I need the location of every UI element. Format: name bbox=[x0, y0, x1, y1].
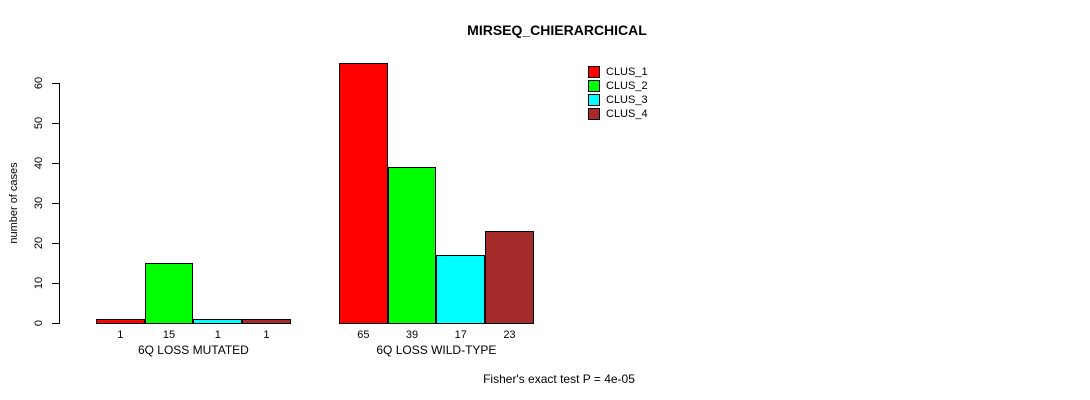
legend-item-clus_3: CLUS_3 bbox=[588, 93, 648, 107]
bar-clus_2 bbox=[144, 263, 194, 324]
y-tick bbox=[52, 203, 59, 204]
y-tick bbox=[52, 163, 59, 164]
y-tick-label: 30 bbox=[33, 196, 45, 210]
bar-clus_1 bbox=[339, 63, 388, 324]
category-label: 6Q LOSS MUTATED bbox=[137, 343, 249, 357]
bar-clus_4 bbox=[242, 319, 291, 324]
y-tick bbox=[52, 83, 59, 84]
y-tick-label: 50 bbox=[33, 116, 45, 130]
legend-label: CLUS_2 bbox=[606, 80, 648, 92]
bar-value-label: 39 bbox=[405, 329, 419, 341]
bar-value-label: 1 bbox=[214, 329, 221, 341]
bar-value-label: 17 bbox=[454, 329, 467, 341]
legend-item-clus_4: CLUS_4 bbox=[588, 107, 648, 121]
legend-label: CLUS_4 bbox=[606, 108, 648, 120]
legend-item-clus_1: CLUS_1 bbox=[588, 65, 648, 79]
bar-clus_4 bbox=[485, 231, 534, 324]
bar-clus_3 bbox=[193, 319, 243, 324]
bar-value-label: 1 bbox=[263, 329, 270, 341]
y-axis-label: number of cases bbox=[8, 162, 20, 244]
legend-swatch-icon bbox=[588, 94, 600, 106]
y-tick bbox=[52, 243, 59, 244]
bar-value-label: 15 bbox=[162, 329, 176, 341]
category-label: 6Q LOSS WILD-TYPE bbox=[376, 343, 497, 357]
y-tick-label: 40 bbox=[33, 156, 45, 170]
y-tick-label: 20 bbox=[33, 236, 45, 250]
legend-swatch-icon bbox=[588, 108, 600, 120]
y-tick bbox=[52, 123, 59, 124]
bar-value-label: 1 bbox=[117, 329, 124, 341]
chart-title: MIRSEQ_CHIERARCHICAL bbox=[467, 22, 647, 38]
bar-value-label: 23 bbox=[503, 329, 516, 341]
legend-label: CLUS_1 bbox=[606, 66, 648, 78]
y-tick-label: 10 bbox=[33, 276, 45, 290]
y-tick bbox=[52, 323, 59, 324]
y-tick-label: 60 bbox=[33, 76, 45, 90]
legend-swatch-icon bbox=[588, 80, 600, 92]
legend-item-clus_2: CLUS_2 bbox=[588, 79, 648, 93]
y-tick-label: 0 bbox=[33, 319, 45, 327]
bar-clus_2 bbox=[387, 167, 437, 324]
y-axis-line bbox=[59, 83, 60, 324]
bar-value-label: 65 bbox=[357, 329, 370, 341]
legend: CLUS_1 CLUS_2 CLUS_3 CLUS_4 bbox=[588, 65, 648, 121]
annotation-text: Fisher's exact test P = 4e-05 bbox=[483, 372, 635, 386]
legend-swatch-icon bbox=[588, 66, 600, 78]
bar-clus_3 bbox=[436, 255, 486, 324]
bar-clus_1 bbox=[96, 319, 145, 324]
legend-label: CLUS_3 bbox=[606, 94, 648, 106]
y-tick bbox=[52, 283, 59, 284]
